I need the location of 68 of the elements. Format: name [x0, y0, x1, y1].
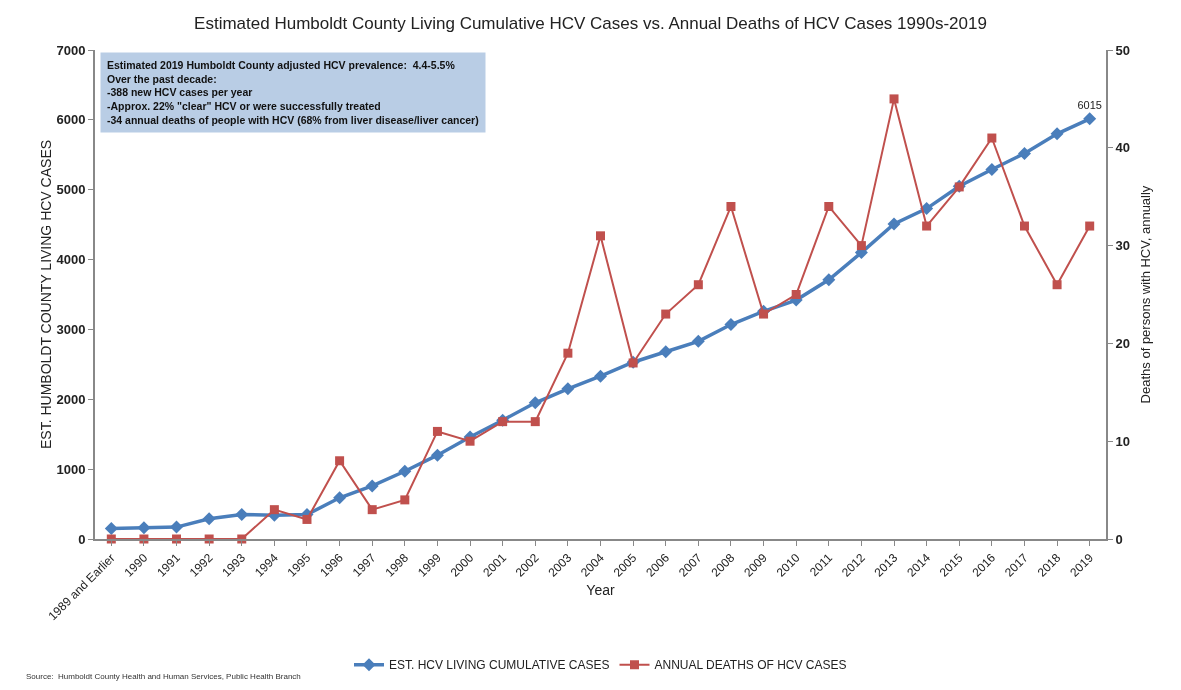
point: [596, 231, 605, 241]
point: [985, 162, 999, 176]
point: [528, 396, 542, 410]
point: [530, 417, 540, 427]
point: [822, 273, 836, 287]
point: [594, 369, 607, 383]
y2-axis-title: Deaths of persons with HCV, annually: [1137, 185, 1153, 404]
point: [430, 448, 444, 462]
point: [563, 348, 573, 358]
y2-tick-label: 20: [1115, 335, 1131, 351]
annotation: Estimated 2019 Humboldt County adjusted HCV prevalence: 4.4-5.5% Over the past decade: -388 new HCV cases per year -Approx. 22% "clear" HCV or were successfully treated -34 annual deaths of people with HCV (68% from liver disease/liver cancer): [107, 59, 479, 126]
point: [1019, 221, 1029, 231]
point: [302, 514, 312, 524]
y2-tick-label: 50: [1115, 42, 1131, 58]
y-tick-label: 5000: [56, 182, 86, 198]
point: [432, 426, 442, 436]
point: [889, 94, 899, 104]
point: [887, 217, 901, 231]
point: [104, 522, 118, 536]
data-label: 6015: [1077, 98, 1102, 111]
point: [1085, 221, 1095, 231]
point: [1017, 146, 1031, 160]
point: [791, 290, 801, 299]
point: [365, 479, 379, 493]
point: [333, 491, 347, 505]
point: [465, 436, 475, 446]
legend-label: ANNUAL DEATHS OF HCV CASES: [654, 658, 847, 673]
legend-label: EST. HCV LIVING CUMULATIVE CASES: [389, 658, 610, 673]
point: [856, 241, 866, 251]
point: [1052, 280, 1062, 290]
y-tick-label: 4000: [56, 252, 86, 268]
point: [759, 309, 769, 319]
point: [367, 505, 377, 515]
y2-tick-label: 40: [1115, 140, 1131, 156]
y-tick-label: 3000: [56, 321, 86, 337]
y2-tick-label: 10: [1115, 433, 1131, 449]
point: [724, 318, 738, 332]
point: [498, 417, 508, 427]
y-tick-label: 6000: [56, 112, 86, 128]
point: [693, 280, 703, 290]
point: [400, 495, 410, 505]
point: [398, 464, 412, 478]
y-tick-label: 2000: [56, 391, 86, 407]
y-tick-label: 1000: [56, 461, 86, 477]
point: [824, 201, 834, 211]
point: [1083, 112, 1097, 126]
chart-title: Estimated Humboldt County Living Cumulative HCV Cases vs. Annual Deaths of HCV Cases 1990s-2019: [194, 14, 987, 34]
point: [691, 334, 705, 348]
x-axis-title: Year: [586, 581, 615, 598]
y2-tick-label: 0: [1115, 531, 1123, 547]
y-axis-title: EST. HUMBOLDT COUNTY LIVING HCV CASES: [38, 139, 55, 450]
point: [202, 512, 216, 526]
point: [1050, 127, 1064, 141]
y-tick-label: 7000: [56, 42, 86, 58]
point: [335, 456, 345, 466]
point: [561, 382, 575, 396]
point: [987, 133, 997, 143]
y-tick-label: 0: [78, 531, 86, 547]
point: [726, 201, 736, 211]
point: [170, 520, 184, 534]
point: [659, 345, 673, 359]
point: [269, 505, 279, 515]
y2-tick-label: 30: [1115, 238, 1131, 254]
point: [137, 521, 151, 535]
point: [235, 508, 249, 522]
point: [661, 309, 671, 319]
source-note: Source: Humboldt County Health and Human Services, Public Health Branch: [26, 672, 301, 681]
point: [922, 221, 932, 231]
